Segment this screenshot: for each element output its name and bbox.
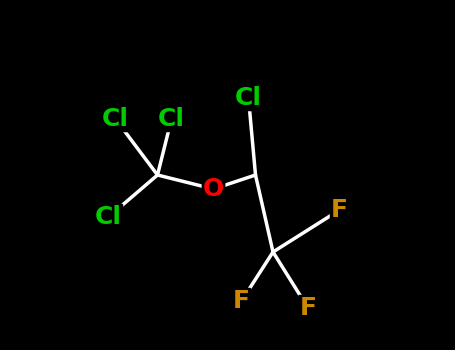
Text: Cl: Cl (102, 107, 129, 131)
Text: F: F (233, 289, 250, 313)
Text: Cl: Cl (95, 205, 122, 229)
Text: O: O (203, 177, 224, 201)
Text: Cl: Cl (235, 86, 262, 110)
Text: Cl: Cl (158, 107, 185, 131)
Text: F: F (299, 296, 317, 320)
Text: F: F (331, 198, 348, 222)
